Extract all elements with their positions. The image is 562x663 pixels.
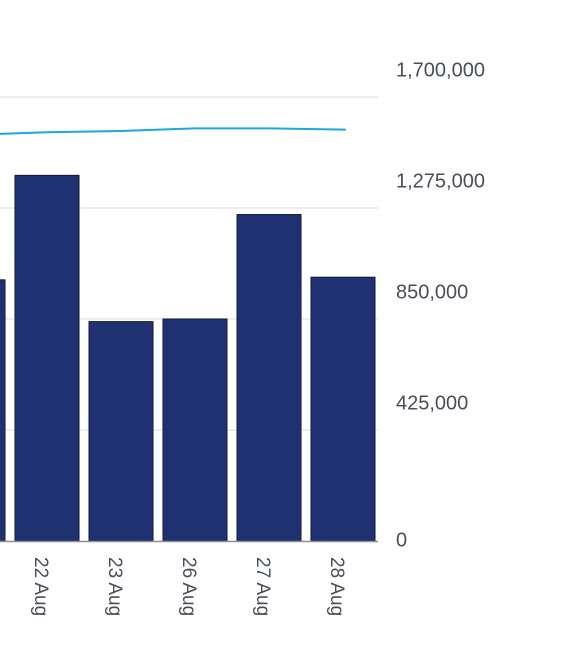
x-tick-label-group-4: 27 Aug	[252, 557, 273, 616]
x-tick-label-group-1: 22 Aug	[30, 557, 51, 616]
y-axis-labels: 0 425,000 850,000 1,275,000 1,700,000	[396, 59, 485, 551]
y-tick-label-3: 1,275,000	[396, 170, 485, 192]
x-tick-label-group-2: 23 Aug	[104, 557, 125, 616]
x-tick-label-3: 26 Aug	[178, 557, 199, 616]
bar-series	[0, 174, 376, 542]
bar-0	[0, 279, 6, 542]
y-tick-label-1: 425,000	[396, 392, 468, 414]
y-tick-label-2: 850,000	[396, 281, 468, 303]
y-tick-label-4: 1,700,000	[396, 59, 485, 81]
bar-1	[14, 174, 80, 542]
x-tick-label-2: 23 Aug	[104, 557, 125, 616]
x-tick-label-5: 28 Aug	[326, 557, 347, 616]
x-tick-label-group-3: 26 Aug	[178, 557, 199, 616]
bar-3	[162, 318, 228, 542]
x-tick-label-group-5: 28 Aug	[326, 557, 347, 616]
x-axis-labels: 22 Aug 23 Aug 26 Aug 27 Aug 28 Aug	[30, 557, 347, 616]
line-series	[0, 127, 346, 135]
bar-4	[236, 214, 302, 542]
bar-5	[310, 276, 376, 542]
x-tick-label-4: 27 Aug	[252, 557, 273, 616]
line-series-path	[0, 127, 346, 135]
x-tick-label-1: 22 Aug	[30, 557, 51, 616]
y-tick-label-0: 0	[396, 529, 407, 551]
bar-2	[88, 321, 154, 542]
